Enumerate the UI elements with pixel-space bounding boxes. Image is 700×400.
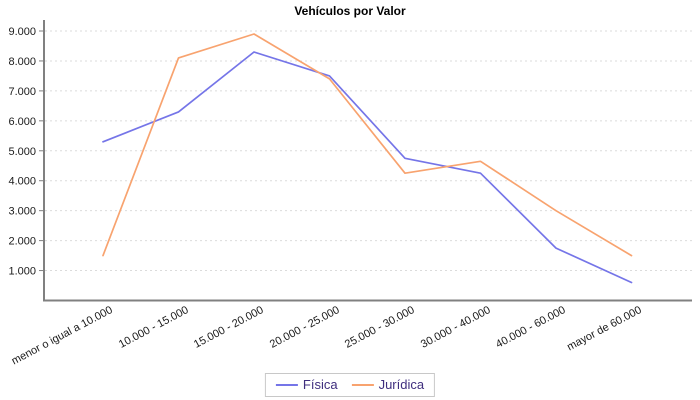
legend-label-juridica: Jurídica	[378, 377, 425, 392]
y-axis-tick-label: 2.000	[8, 236, 36, 248]
y-axis-tick-label: 7.000	[8, 86, 36, 98]
legend: Física Jurídica	[264, 373, 436, 397]
juridica-line-swatch	[351, 383, 374, 386]
y-axis-tick-label: 9.000	[8, 26, 36, 38]
y-axis-tick-label: 5.000	[8, 146, 36, 158]
fisica-line-swatch	[275, 383, 298, 386]
legend-item-juridica: Jurídica	[351, 377, 425, 392]
y-axis-tick-label: 6.000	[8, 116, 36, 128]
chart-title: Vehículos por Valor	[294, 4, 406, 18]
legend-label-fisica: Física	[302, 377, 338, 392]
y-axis-tick-label: 1.000	[8, 266, 36, 278]
series-line-fisica	[102, 51, 633, 284]
y-axis-tick-label: 3.000	[8, 206, 36, 218]
y-axis-tick-label: 8.000	[8, 56, 36, 68]
series-line-juridica	[102, 33, 633, 257]
legend-item-fisica: Física	[275, 377, 338, 392]
y-axis-tick-label: 4.000	[8, 176, 36, 188]
